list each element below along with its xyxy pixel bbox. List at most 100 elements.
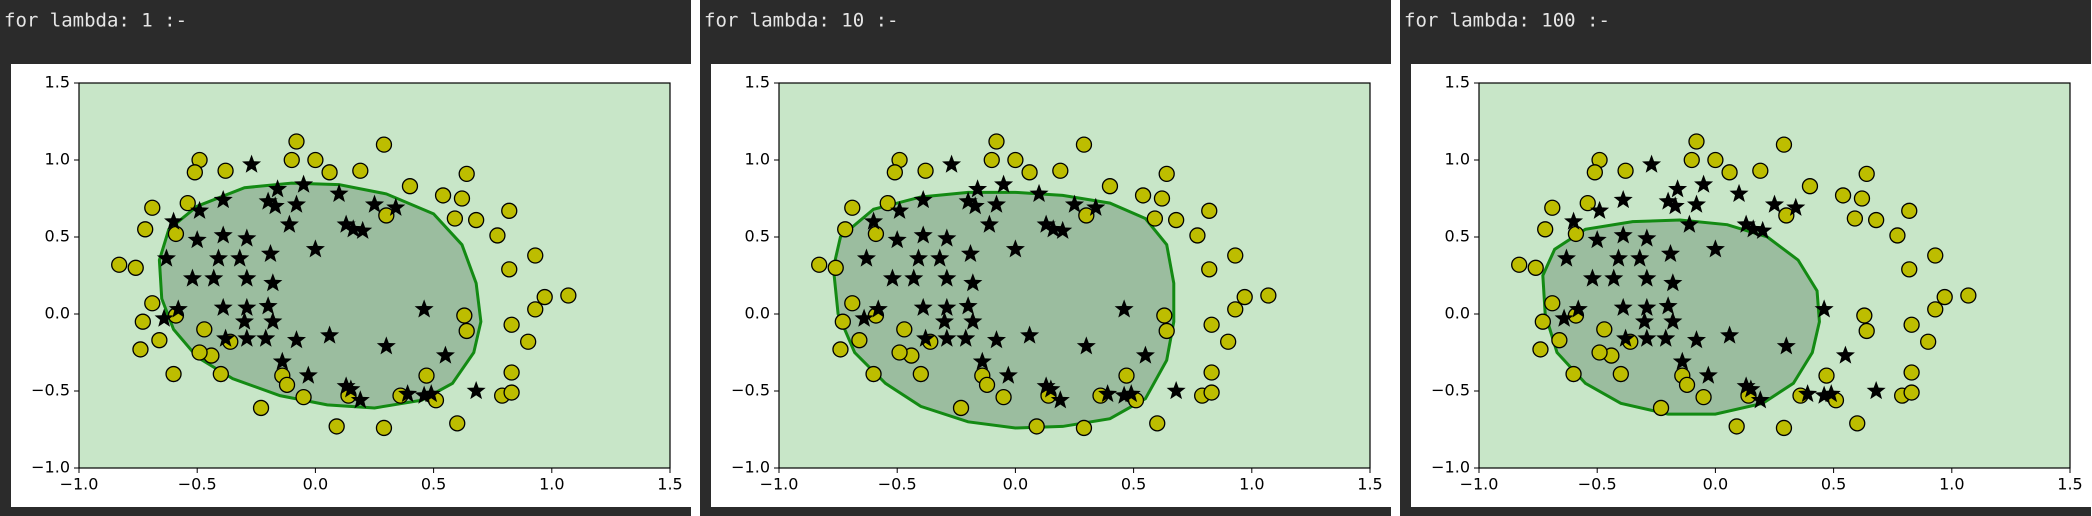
- circle-point: [1721, 164, 1738, 181]
- circle-point: [1534, 313, 1551, 330]
- y-tick-label: −1.0: [1431, 458, 1470, 477]
- star-point: [1086, 197, 1106, 216]
- star-point: [882, 268, 902, 287]
- y-tick-label: 0.0: [45, 304, 70, 323]
- x-tick-label: 1.0: [1939, 475, 1964, 494]
- circle-point: [501, 202, 518, 219]
- x-tick-label: 0.0: [1703, 475, 1728, 494]
- circle-point: [1227, 247, 1244, 264]
- y-tick-label: −0.5: [1431, 381, 1470, 400]
- star-point: [1556, 248, 1576, 267]
- circle-point: [827, 259, 844, 276]
- star-point: [868, 299, 888, 318]
- circle-point: [891, 344, 908, 361]
- star-point: [1698, 365, 1718, 384]
- x-tick-label: 0.5: [1821, 475, 1846, 494]
- star-point: [182, 268, 202, 287]
- star-point: [1656, 328, 1676, 347]
- circle-point: [1537, 221, 1554, 238]
- circle-point: [834, 313, 851, 330]
- circle-point: [995, 389, 1012, 406]
- circle-point: [1236, 288, 1253, 306]
- circle-point: [1695, 389, 1712, 406]
- star-point: [341, 379, 361, 398]
- star-point: [164, 211, 184, 230]
- circle-point: [1591, 344, 1608, 361]
- star-point: [329, 183, 349, 202]
- y-tick-label: 1.5: [1445, 73, 1470, 92]
- decision-region: [1542, 220, 1820, 415]
- circle-point: [912, 365, 929, 383]
- circle-point: [196, 321, 213, 338]
- circle-point: [978, 376, 996, 393]
- x-tick-label: 1.5: [2057, 475, 2082, 494]
- star-point: [213, 190, 233, 209]
- circle-point: [520, 333, 537, 350]
- circle-point: [952, 399, 970, 417]
- circle-point: [446, 210, 464, 227]
- star-point: [376, 336, 396, 355]
- x-tick-label: −0.5: [1578, 475, 1617, 494]
- star-point: [1672, 351, 1692, 370]
- star-point: [937, 228, 957, 247]
- star-point: [336, 214, 356, 233]
- star-point: [960, 243, 980, 263]
- circle-point: [1688, 133, 1705, 150]
- star-point: [1663, 273, 1683, 292]
- star-point: [1582, 268, 1602, 287]
- circle-point: [375, 136, 393, 153]
- circle-point: [1936, 288, 1953, 306]
- star-point: [1564, 211, 1584, 230]
- circle-point: [165, 365, 182, 383]
- circle-point: [1075, 419, 1093, 437]
- star-point: [237, 268, 257, 287]
- star-point: [1866, 381, 1886, 400]
- circle-point: [1168, 211, 1185, 229]
- star-point: [1041, 379, 1061, 398]
- circle-point: [1260, 287, 1277, 304]
- circle-point: [179, 194, 196, 212]
- star-point: [414, 385, 434, 404]
- circle-point: [295, 389, 312, 406]
- star-point: [190, 200, 210, 219]
- star-point: [1663, 311, 1683, 330]
- star-point: [1637, 328, 1657, 347]
- circle-point: [844, 199, 861, 216]
- star-point: [1776, 336, 1796, 355]
- circle-point: [1707, 151, 1724, 169]
- star-point: [937, 328, 957, 347]
- star-point: [414, 299, 434, 318]
- y-tick-label: −1.0: [31, 458, 70, 477]
- star-point: [1814, 385, 1834, 404]
- star-point: [1835, 345, 1855, 364]
- star-point: [268, 179, 288, 198]
- circle-point: [288, 133, 305, 150]
- circle-point: [1927, 247, 1944, 264]
- circle-point: [1960, 287, 1977, 304]
- circle-point: [1901, 261, 1918, 278]
- x-tick-label: −1.0: [60, 475, 99, 494]
- star-point: [237, 328, 257, 347]
- star-point: [1590, 200, 1610, 219]
- circle-point: [453, 190, 471, 207]
- circle-point: [328, 418, 345, 435]
- circle-point: [1853, 190, 1871, 207]
- star-point: [256, 328, 276, 347]
- y-tick-label: 1.0: [1445, 150, 1470, 169]
- circle-point: [1858, 322, 1875, 340]
- star-point: [958, 191, 978, 210]
- star-point: [1036, 376, 1056, 395]
- circle-point: [1775, 136, 1793, 153]
- star-point: [279, 214, 299, 233]
- circle-point: [489, 227, 506, 244]
- circle-point: [1778, 207, 1795, 224]
- circle-point: [458, 165, 475, 183]
- circle-point: [111, 256, 128, 273]
- circle-point: [1532, 341, 1549, 358]
- circle-point: [191, 344, 208, 361]
- star-point: [963, 273, 983, 292]
- output-cell: for lambda: 1 :- −1.0 −0.5 0.0 0.5 1.0 1.5 −1.0…: [0, 0, 691, 516]
- circle-point: [1201, 261, 1218, 278]
- star-point: [216, 328, 236, 347]
- star-point: [1554, 308, 1574, 327]
